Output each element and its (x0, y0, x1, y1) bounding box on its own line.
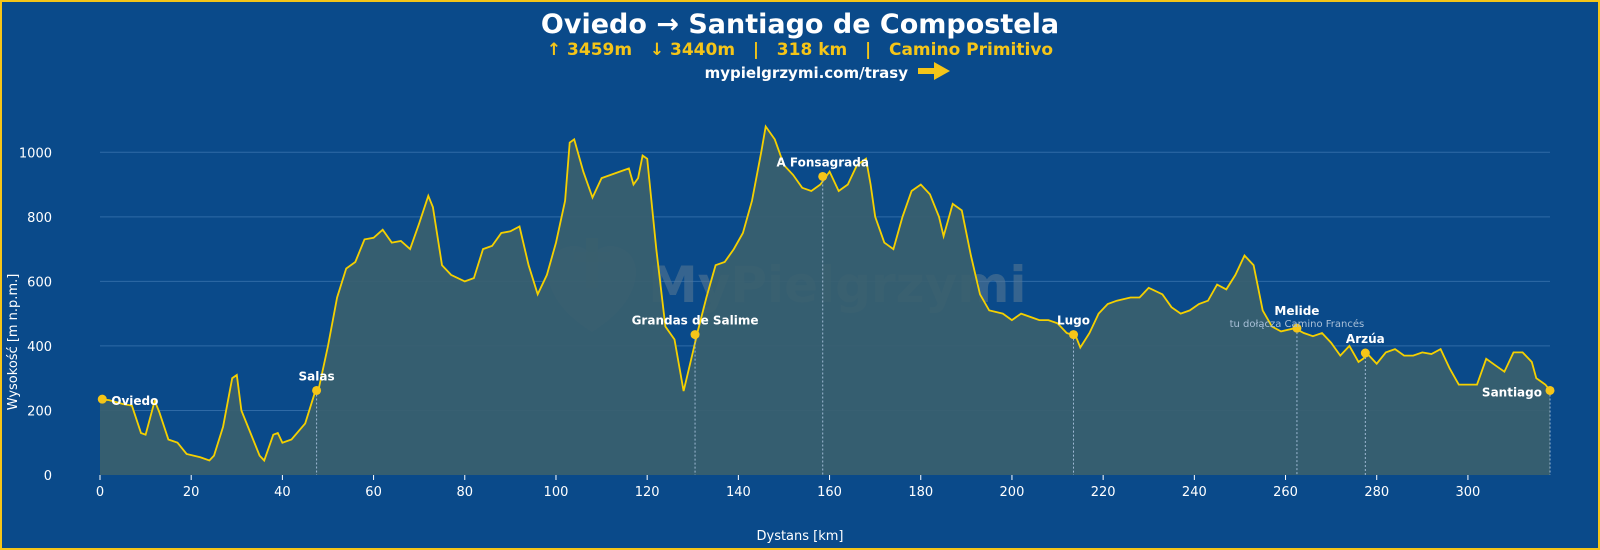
waypoint: Salas (299, 369, 335, 475)
y-axis-label: Wysokość [m n.p.m.] (6, 274, 21, 411)
y-tick-label: 1000 (19, 146, 52, 161)
x-tick-label: 200 (1000, 485, 1025, 500)
route-name: Camino Primitivo (889, 40, 1053, 60)
waypoint: Grandas de Salime (632, 314, 759, 475)
x-tick-label: 100 (544, 485, 569, 500)
x-tick-label: 300 (1456, 485, 1481, 500)
waypoint-label: Santiago (1482, 385, 1542, 399)
y-tick-label: 0 (44, 469, 52, 484)
waypoint-label: Arzúa (1346, 332, 1385, 346)
x-tick-label: 140 (726, 485, 751, 500)
y-tick-label: 800 (27, 211, 52, 226)
ascent-value: ↑ 3459m (547, 40, 632, 60)
waypoint: Arzúa (1346, 332, 1385, 475)
x-tick-label: 180 (908, 485, 933, 500)
x-tick-label: 40 (274, 485, 291, 500)
waypoint-marker (97, 394, 107, 404)
x-tick-label: 0 (96, 485, 104, 500)
waypoint: Oviedo (97, 394, 158, 408)
waypoint-note: tu dołącza Camino Francés (1230, 318, 1365, 330)
x-tick-label: 160 (817, 485, 842, 500)
waypoint-marker (1069, 330, 1079, 340)
x-axis-ticks: 0 20 40 60 80 100 120 140 160 180 200 220 240 260 280 3… (96, 475, 1480, 500)
arrow-right-icon[interactable] (918, 62, 950, 80)
chart-title: Oviedo → Santiago de Compostela (541, 9, 1059, 40)
waypoint-label: A Fonsagrada (776, 155, 869, 169)
x-tick-label: 20 (183, 485, 200, 500)
x-axis-label: Dystans [km] (756, 529, 843, 544)
waypoint-label: Melide (1274, 304, 1319, 318)
x-tick-label: 260 (1273, 485, 1298, 500)
waypoint-label: Grandas de Salime (632, 314, 759, 328)
y-tick-label: 600 (27, 275, 52, 290)
x-tick-label: 80 (457, 485, 474, 500)
elevation-area (100, 126, 1550, 475)
subtitle-separator: | (865, 40, 871, 60)
waypoint-marker (1292, 323, 1302, 333)
waypoint-marker (818, 171, 828, 181)
waypoint-marker (1360, 348, 1370, 358)
y-axis-ticks: 0 200 400 600 800 1000 (19, 146, 52, 484)
x-tick-label: 280 (1364, 485, 1389, 500)
y-tick-label: 200 (27, 404, 52, 419)
waypoint-label: Oviedo (111, 394, 158, 408)
waypoint: Lugo (1057, 314, 1090, 475)
waypoints: Oviedo Salas Grandas de Salime A Fonsagrada… (97, 155, 1555, 475)
link-text[interactable]: mypielgrzymi.com/trasy (705, 64, 909, 82)
waypoint: A Fonsagrada (776, 155, 869, 475)
subtitle-separator: | (753, 40, 759, 60)
x-tick-label: 220 (1091, 485, 1116, 500)
x-tick-label: 120 (635, 485, 660, 500)
waypoint-marker (1545, 385, 1555, 395)
waypoint-label: Lugo (1057, 314, 1090, 328)
waypoint-marker (312, 385, 322, 395)
distance-value: 318 km (777, 40, 847, 60)
y-tick-label: 400 (27, 340, 52, 355)
x-tick-label: 60 (365, 485, 382, 500)
chart-subtitle: ↑ 3459m ↓ 3440m | 318 km | Camino Primit… (547, 40, 1053, 60)
waypoint-marker (690, 330, 700, 340)
descent-value: ↓ 3440m (650, 40, 735, 60)
waypoint-label: Salas (299, 369, 335, 383)
elevation-line (99, 124, 1551, 463)
waypoint: Santiago (1482, 385, 1555, 475)
x-tick-label: 240 (1182, 485, 1207, 500)
